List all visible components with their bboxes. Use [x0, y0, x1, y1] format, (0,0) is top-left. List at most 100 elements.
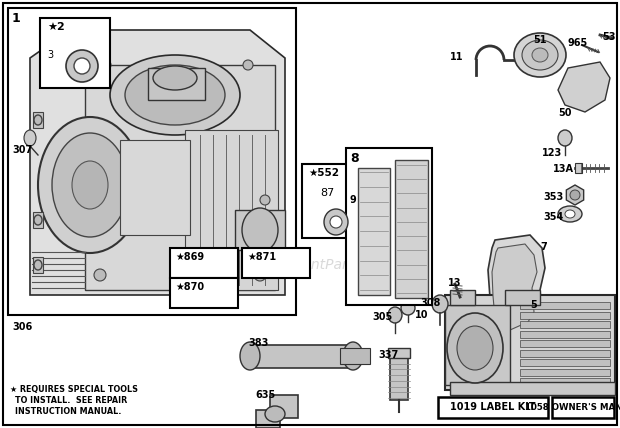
Text: 308: 308 [420, 298, 440, 308]
Bar [390, 355, 408, 400]
Bar [450, 290, 475, 305]
Ellipse shape [265, 406, 285, 422]
Bar [445, 295, 615, 390]
Bar [520, 312, 610, 318]
Text: 635: 635 [255, 390, 275, 400]
Text: 7: 7 [540, 242, 547, 252]
Polygon shape [558, 62, 610, 112]
Ellipse shape [260, 195, 270, 205]
Bar [340, 348, 370, 364]
Text: ★2: ★2 [47, 22, 64, 32]
Text: 50: 50 [558, 108, 572, 118]
Ellipse shape [514, 33, 566, 77]
Polygon shape [492, 244, 537, 330]
Text: ★871: ★871 [247, 252, 276, 262]
Text: 87: 87 [320, 188, 334, 198]
Bar [302, 164, 370, 238]
Bar [445, 305, 510, 385]
Text: 13A: 13A [553, 164, 574, 174]
Bar [505, 290, 540, 305]
Text: ★552: ★552 [308, 168, 339, 178]
Bar [450, 382, 615, 395]
Bar [85, 65, 275, 290]
Ellipse shape [24, 130, 36, 146]
Text: 10: 10 [415, 310, 428, 320]
Ellipse shape [457, 326, 493, 370]
Text: 13: 13 [448, 278, 461, 288]
Polygon shape [488, 235, 545, 338]
Bar [170, 248, 238, 278]
Text: ★ REQUIRES SPECIAL TOOLS: ★ REQUIRES SPECIAL TOOLS [10, 385, 138, 394]
Ellipse shape [34, 115, 42, 125]
Bar [575, 163, 582, 173]
Polygon shape [30, 30, 285, 295]
Ellipse shape [330, 216, 342, 228]
Ellipse shape [38, 117, 142, 253]
Ellipse shape [522, 40, 558, 70]
Text: 3: 3 [47, 50, 53, 60]
Bar [520, 321, 610, 328]
Ellipse shape [401, 301, 415, 315]
Ellipse shape [52, 133, 128, 237]
Ellipse shape [94, 269, 106, 281]
Text: 305: 305 [372, 312, 392, 322]
Bar [33, 257, 43, 273]
Ellipse shape [254, 269, 266, 281]
Ellipse shape [125, 65, 225, 125]
Ellipse shape [570, 190, 580, 200]
Bar [235, 210, 285, 250]
Ellipse shape [432, 295, 448, 313]
Bar [520, 350, 610, 357]
Text: 9: 9 [350, 195, 356, 205]
Bar [33, 112, 43, 128]
Text: 1019 LABEL KIT: 1019 LABEL KIT [450, 402, 536, 412]
Bar [248, 345, 355, 368]
Text: 53: 53 [602, 32, 616, 42]
Text: 965: 965 [568, 38, 588, 48]
Text: 8: 8 [350, 152, 358, 165]
Ellipse shape [324, 209, 348, 235]
Bar [185, 130, 278, 290]
Text: INSTRUCTION MANUAL.: INSTRUCTION MANUAL. [15, 407, 122, 416]
Bar [438, 397, 548, 418]
Bar [40, 18, 110, 88]
Bar [270, 395, 298, 418]
Text: 307: 307 [12, 145, 32, 155]
Text: 51: 51 [533, 35, 546, 45]
Ellipse shape [558, 130, 572, 146]
Text: ★869: ★869 [175, 252, 204, 262]
Ellipse shape [447, 313, 503, 383]
Bar [552, 397, 614, 418]
Text: 353: 353 [543, 192, 563, 202]
Ellipse shape [74, 58, 90, 74]
Bar [148, 68, 205, 100]
Ellipse shape [110, 55, 240, 135]
Text: eReplacementParts.com: eReplacementParts.com [225, 258, 395, 272]
Ellipse shape [558, 206, 582, 222]
Text: 11: 11 [450, 52, 464, 62]
Bar [33, 212, 43, 228]
Ellipse shape [153, 66, 197, 90]
Text: 337: 337 [378, 350, 398, 360]
Bar [358, 168, 390, 295]
Bar [520, 330, 610, 338]
Bar [256, 410, 280, 428]
Text: 383: 383 [248, 338, 268, 348]
Bar [346, 148, 432, 305]
Bar [242, 248, 310, 278]
Ellipse shape [34, 215, 42, 225]
Ellipse shape [243, 60, 253, 70]
Text: 1: 1 [12, 12, 20, 25]
Bar [395, 160, 428, 298]
Text: ★870: ★870 [175, 282, 204, 292]
Bar [388, 348, 410, 358]
Bar [520, 302, 610, 309]
Bar [520, 359, 610, 366]
Polygon shape [566, 185, 583, 205]
Text: 123: 123 [542, 148, 562, 158]
Text: 1058 OWNER'S MANUAL: 1058 OWNER'S MANUAL [525, 402, 620, 411]
Text: 5: 5 [530, 300, 537, 310]
Text: TO INSTALL.  SEE REPAIR: TO INSTALL. SEE REPAIR [15, 396, 127, 405]
Bar [120, 140, 190, 235]
Ellipse shape [72, 161, 108, 209]
